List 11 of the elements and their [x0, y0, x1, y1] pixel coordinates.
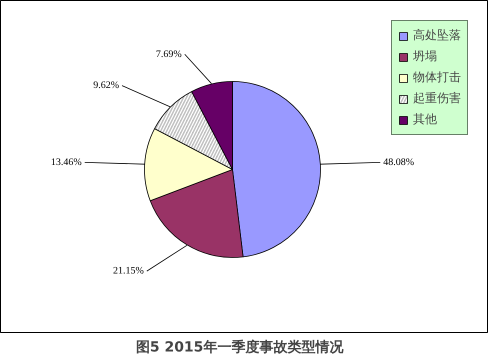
- legend-label: 其他: [413, 111, 437, 128]
- text: 图5 2015年一季度事故类型情况: [136, 338, 344, 356]
- data-label: 13.46%: [50, 156, 82, 168]
- data-label: 7.69%: [156, 48, 182, 60]
- legend-label: 高处坠落: [413, 27, 461, 44]
- data-label: 9.62%: [93, 80, 120, 92]
- legend-label: 起重伤害: [413, 90, 461, 107]
- data-label: 21.15%: [113, 266, 144, 277]
- data-label: 48.08%: [383, 156, 414, 168]
- legend-label: 物体打击: [413, 69, 461, 86]
- legend-label: 坍塌: [413, 48, 437, 65]
